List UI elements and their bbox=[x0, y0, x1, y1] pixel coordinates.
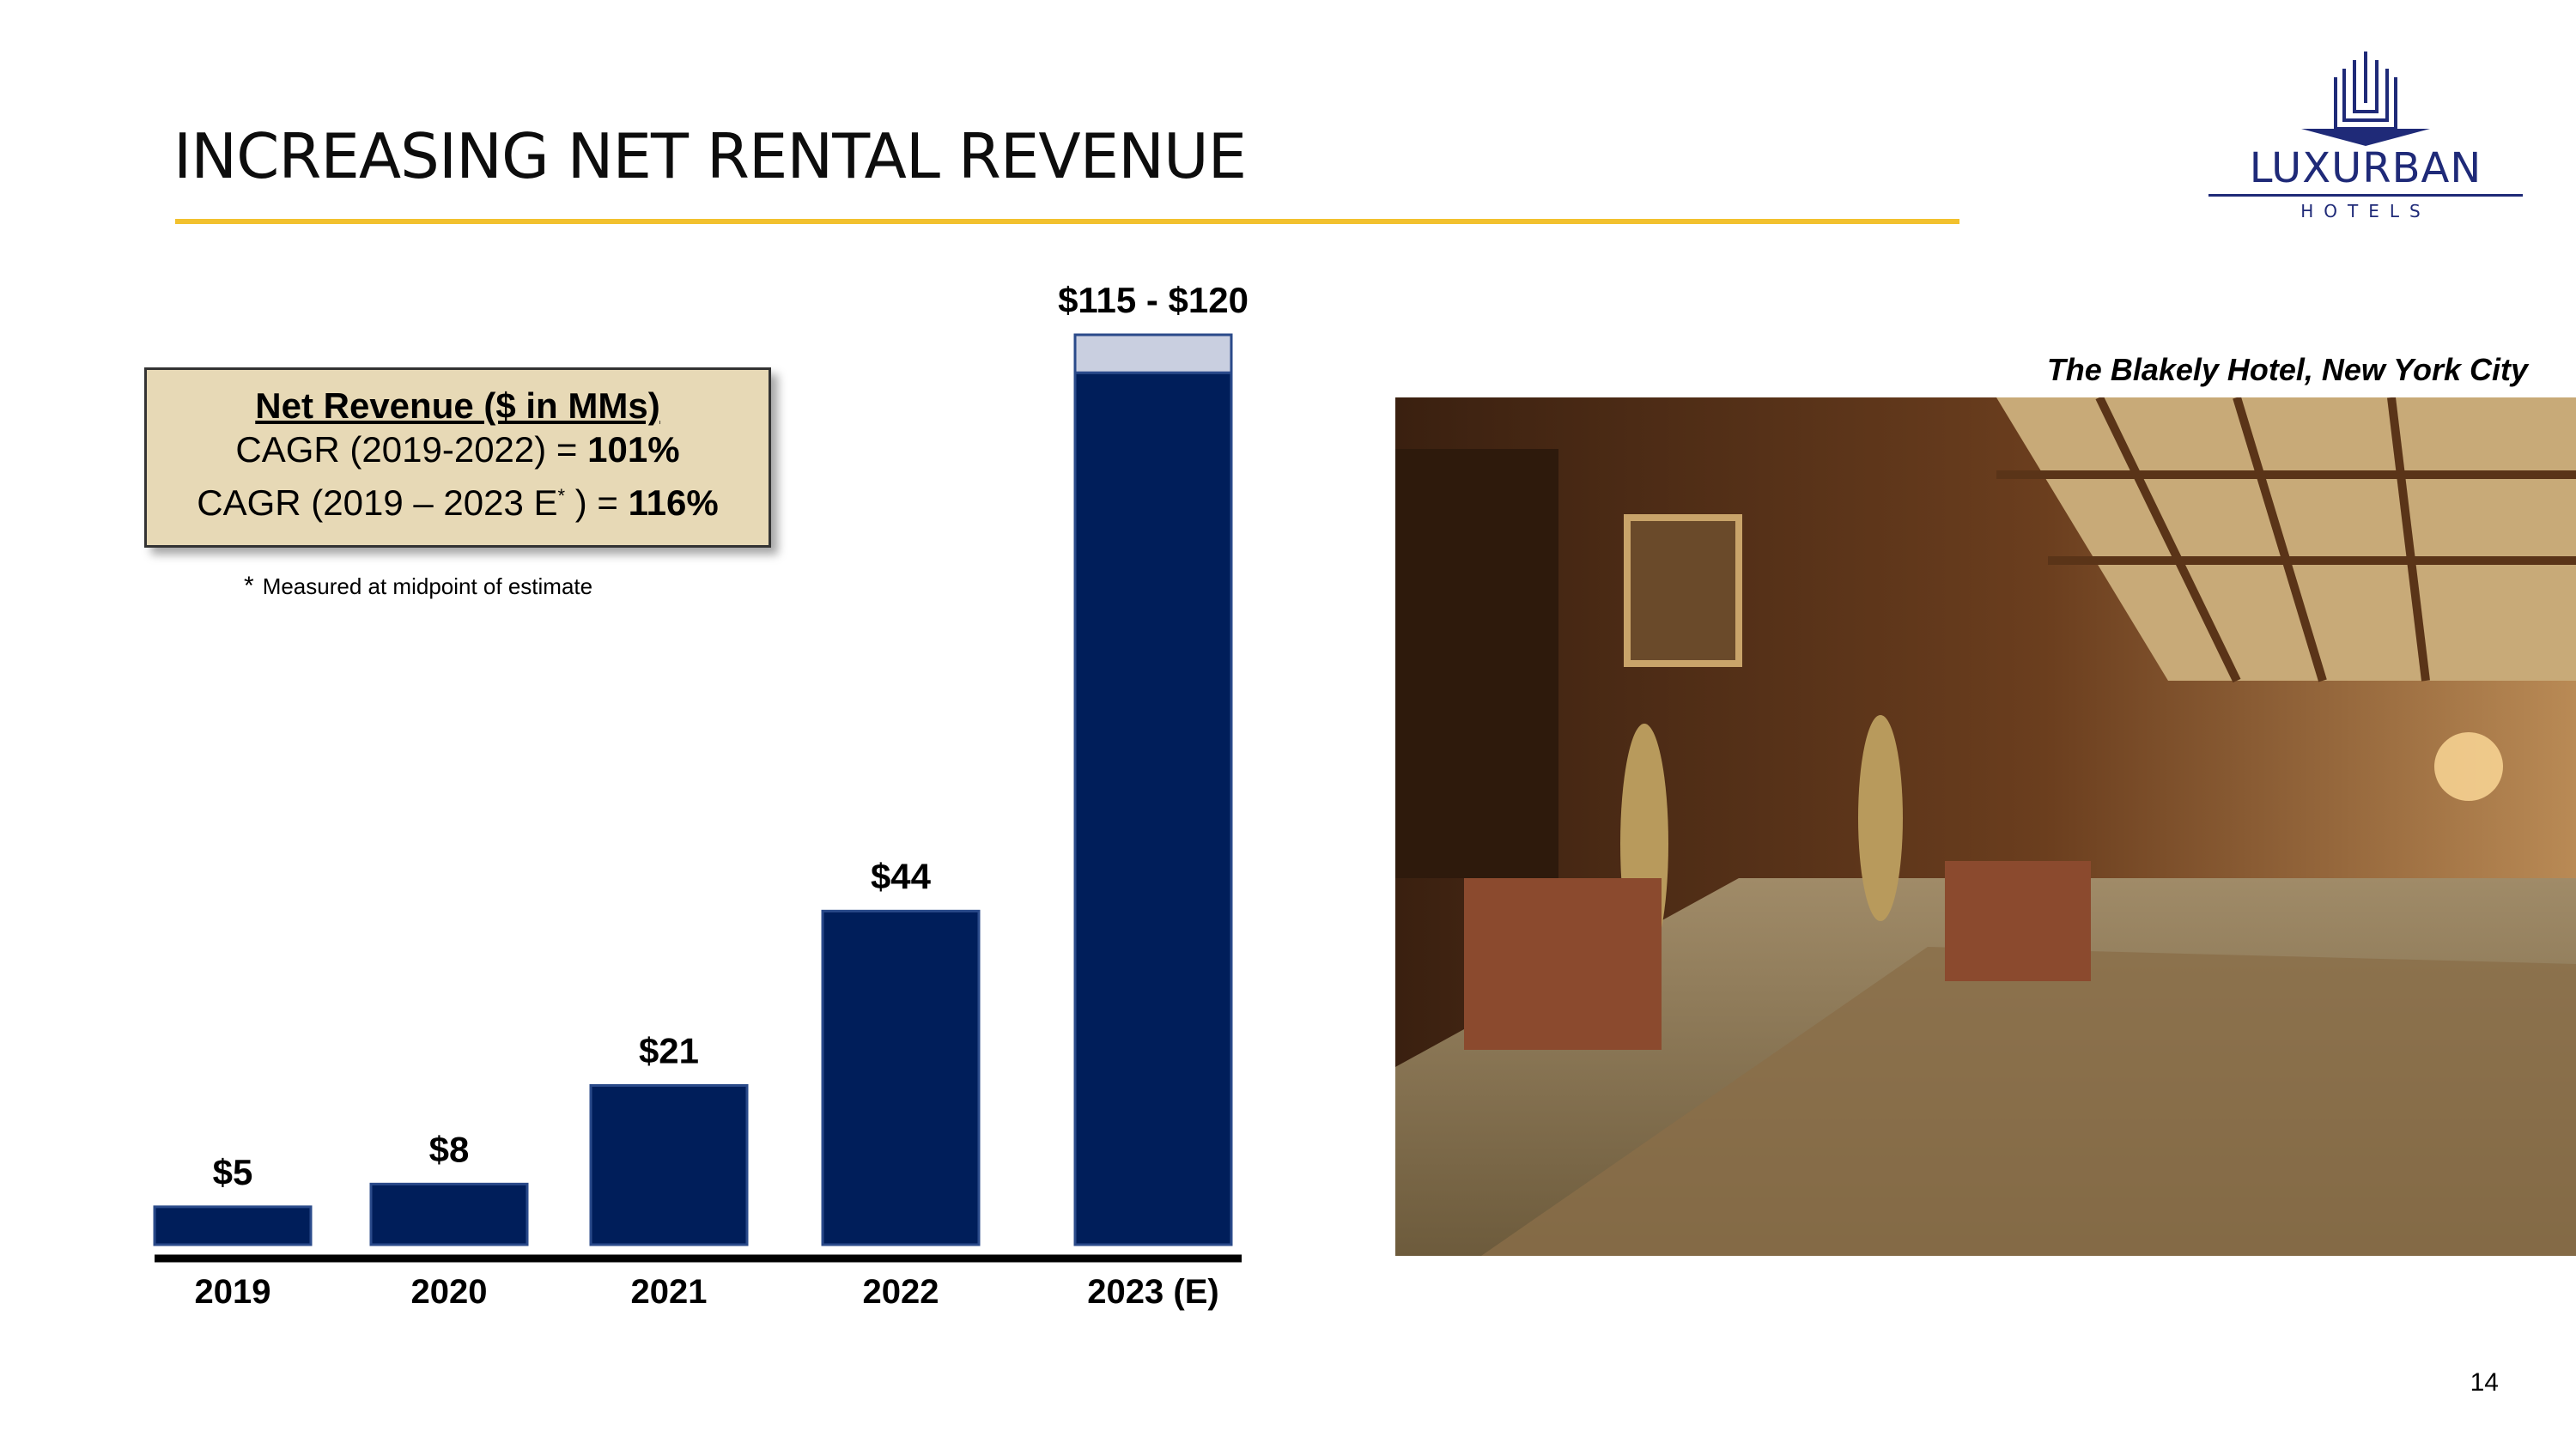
page-number: 14 bbox=[2470, 1368, 2499, 1397]
cagr-line-2-value: 116% bbox=[628, 482, 719, 523]
bar-1 bbox=[369, 1182, 529, 1246]
photo-caption: The Blakely Hotel, New York City bbox=[2046, 352, 2528, 387]
cagr-line-2-label-a: CAGR (2019 – 2023 E bbox=[197, 482, 558, 523]
cagr-line-1-value: 101% bbox=[587, 429, 680, 470]
bar-range-4 bbox=[1073, 333, 1233, 374]
cagr-line-2: CAGR (2019 – 2023 E* ) = 116% bbox=[147, 473, 769, 526]
footnote-marker: * bbox=[244, 572, 254, 600]
x-tick-label-3: 2022 bbox=[863, 1273, 939, 1311]
x-tick-label-0: 2019 bbox=[195, 1273, 271, 1311]
x-tick-label-2: 2021 bbox=[631, 1273, 708, 1311]
bar-2 bbox=[589, 1084, 749, 1246]
data-label-3: $44 bbox=[871, 856, 932, 896]
x-tick-label-4: 2023 (E) bbox=[1087, 1273, 1218, 1311]
x-tick-label-1: 2020 bbox=[411, 1273, 488, 1311]
data-label-1: $8 bbox=[429, 1129, 470, 1169]
cagr-box-title: Net Revenue ($ in MMs) bbox=[255, 385, 660, 426]
title-underline bbox=[175, 219, 1959, 224]
bar-0 bbox=[153, 1205, 313, 1246]
data-label-2: $21 bbox=[639, 1031, 699, 1071]
slide-title: INCREASING NET RENTAL REVENUE bbox=[173, 120, 1247, 192]
cagr-callout-box: Net Revenue ($ in MMs) CAGR (2019-2022) … bbox=[144, 367, 771, 548]
data-label-0: $5 bbox=[213, 1152, 253, 1192]
bar-4 bbox=[1073, 371, 1233, 1246]
data-label-4: $115 - $120 bbox=[1058, 280, 1249, 320]
footnote: * Measured at midpoint of estimate bbox=[244, 572, 592, 601]
cagr-line-1-label: CAGR (2019-2022) = bbox=[235, 429, 588, 470]
cagr-line-2-label-b: ) = bbox=[565, 482, 629, 523]
logo-subtitle: HOTELS bbox=[2300, 201, 2431, 221]
luxurban-logo-icon bbox=[2301, 52, 2430, 146]
bar-3 bbox=[821, 909, 981, 1246]
cagr-line-2-asterisk: * bbox=[557, 485, 566, 506]
hotel-lobby-photo bbox=[1395, 397, 2576, 1256]
logo-divider bbox=[2208, 194, 2523, 197]
footnote-text: Measured at midpoint of estimate bbox=[262, 573, 593, 599]
net-revenue-bar-chart: $5 2019 $8 2020 $21 2021 $44 2022 $115 - $120 202… bbox=[153, 280, 1249, 1311]
cagr-line-1: CAGR (2019-2022) = 101% bbox=[147, 427, 769, 473]
logo-wordmark: LUXURBAN bbox=[2249, 144, 2482, 192]
